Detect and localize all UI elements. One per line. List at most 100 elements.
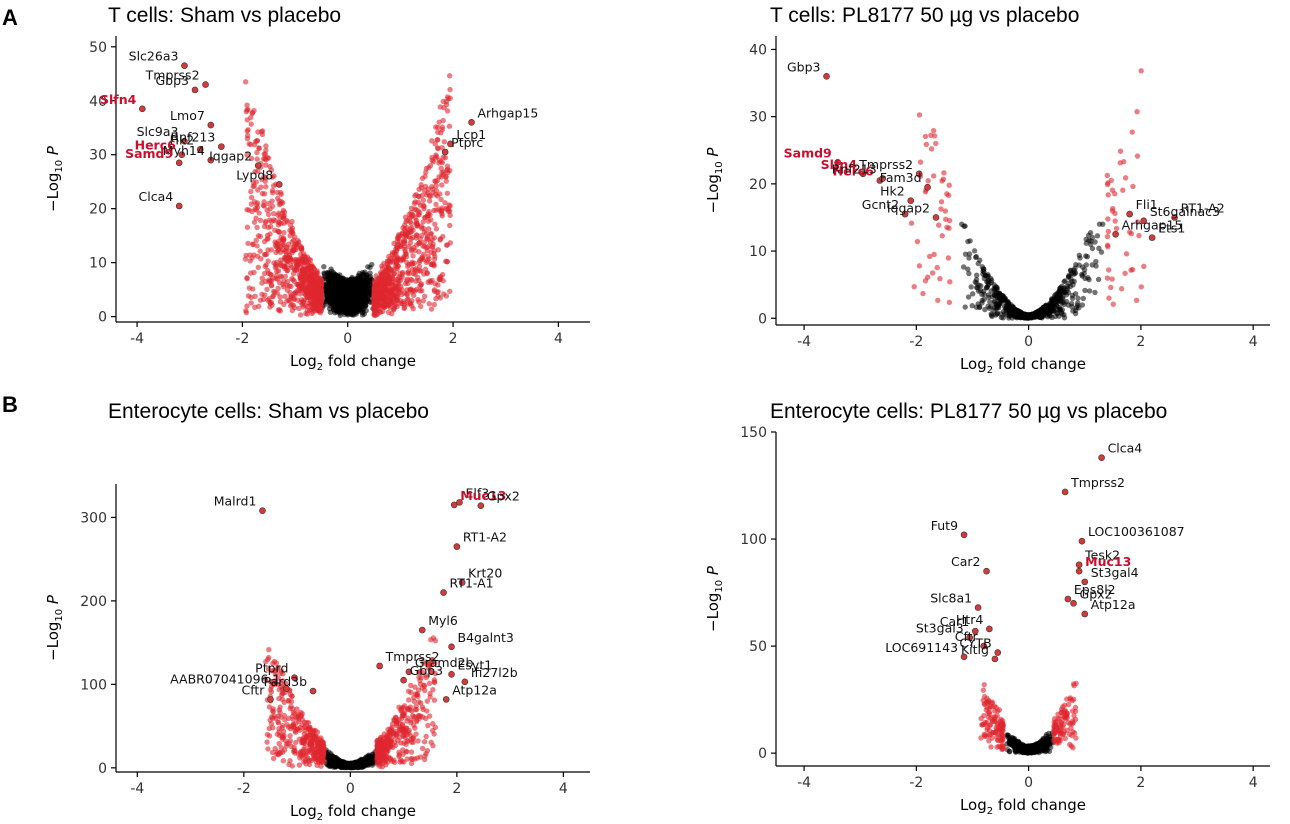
data-point-significant [1130, 183, 1136, 190]
data-point-significant [248, 188, 254, 195]
x-tick-label: 0 [346, 781, 355, 797]
data-point-significant [408, 209, 414, 216]
data-point [328, 751, 334, 757]
data-point-significant [265, 258, 271, 264]
y-tick-label: 20 [749, 177, 767, 193]
data-point-significant [298, 297, 305, 303]
data-point-significant [447, 288, 453, 295]
data-point-significant [443, 258, 449, 264]
data-point-significant [264, 232, 271, 239]
data-point-significant [434, 289, 440, 296]
data-point-significant [302, 291, 308, 297]
gene-label-samd9: Samd9 [125, 146, 173, 161]
data-point [976, 304, 983, 310]
data-point-significant [399, 269, 406, 276]
data-point-significant [1110, 301, 1116, 307]
data-point-significant [447, 222, 453, 229]
data-point-significant [916, 112, 923, 118]
data-point-significant [308, 268, 315, 275]
data-point [336, 306, 342, 312]
data-point-significant [433, 226, 440, 232]
data-point-significant [375, 294, 381, 301]
data-point-significant [412, 247, 418, 254]
data-point [359, 312, 366, 318]
data-point-significant [424, 708, 430, 714]
data-point-significant [427, 162, 434, 169]
data-point [358, 280, 364, 286]
data-point [1068, 276, 1074, 282]
data-point-significant [938, 199, 945, 205]
data-point [979, 264, 986, 270]
data-point-significant [1129, 129, 1135, 135]
data-point [971, 248, 978, 254]
data-point-significant [260, 296, 267, 303]
data-point-significant [946, 217, 953, 224]
chart-title: T cells: Sham vs placebo [108, 4, 341, 27]
gene-point-lypd8 [275, 181, 283, 188]
data-point-significant [435, 129, 441, 135]
data-point [988, 311, 994, 317]
data-point-significant [421, 293, 428, 299]
gene-point-slfn4 [139, 105, 146, 113]
data-point [979, 297, 985, 304]
panel-letter-a: A [2, 5, 18, 30]
data-point-significant [275, 307, 282, 313]
data-point-significant [440, 291, 447, 297]
gene-label-gbp3: Gbp3 [155, 73, 189, 88]
data-point-significant [908, 220, 915, 226]
data-point-significant [287, 222, 294, 228]
data-point-significant [446, 73, 453, 79]
gene-point-samd9 [175, 159, 183, 167]
data-point-significant [385, 309, 392, 315]
data-point-significant [244, 102, 250, 108]
data-point-significant [930, 127, 937, 134]
data-point [367, 264, 373, 271]
data-point [1063, 298, 1070, 305]
data-point-significant [245, 240, 251, 247]
gene-point-ets1 [1148, 234, 1156, 241]
data-point-significant [244, 224, 251, 230]
data-point [356, 300, 362, 306]
data-point-significant [254, 187, 261, 193]
y-tick-label: 20 [89, 202, 107, 218]
data-point [1063, 292, 1070, 298]
data-point-significant [1105, 192, 1111, 198]
data-point-significant [284, 253, 291, 260]
data-point-significant [1138, 284, 1144, 290]
data-point-significant [427, 239, 434, 245]
data-point-significant [308, 275, 315, 281]
data-point-significant [417, 288, 423, 294]
data-point-significant [262, 251, 268, 258]
data-point-significant [438, 159, 444, 165]
data-point-significant [402, 280, 409, 287]
data-point-significant [270, 183, 277, 189]
y-axis-label: −Log10 P [44, 145, 65, 212]
data-point-significant [935, 297, 941, 304]
gene-label-iqgap2: Iqgap2 [209, 149, 252, 164]
gene-point-lmo7 [207, 121, 215, 129]
data-point-significant [1141, 263, 1147, 270]
data-point-significant [256, 210, 262, 216]
data-point-significant [944, 191, 950, 197]
data-point [1042, 305, 1048, 312]
data-point [1001, 310, 1008, 317]
data-point-significant [911, 283, 917, 290]
data-point [1012, 310, 1019, 316]
data-point-significant [407, 286, 413, 293]
data-point-significant [283, 245, 290, 251]
data-point-significant [413, 232, 420, 238]
x-axis-label: Log2 fold change [960, 355, 1086, 376]
data-point-significant [267, 271, 274, 277]
data-point-significant [278, 260, 284, 266]
data-point [965, 238, 971, 245]
data-point [968, 284, 974, 290]
data-point-significant [435, 145, 441, 152]
data-point-significant [423, 169, 429, 175]
data-point [991, 286, 997, 293]
data-point-significant [443, 167, 450, 174]
data-point [979, 291, 985, 298]
data-point-significant [1117, 148, 1124, 154]
data-point-significant [401, 239, 408, 245]
data-point-significant [1109, 276, 1115, 282]
data-point [1087, 230, 1094, 236]
